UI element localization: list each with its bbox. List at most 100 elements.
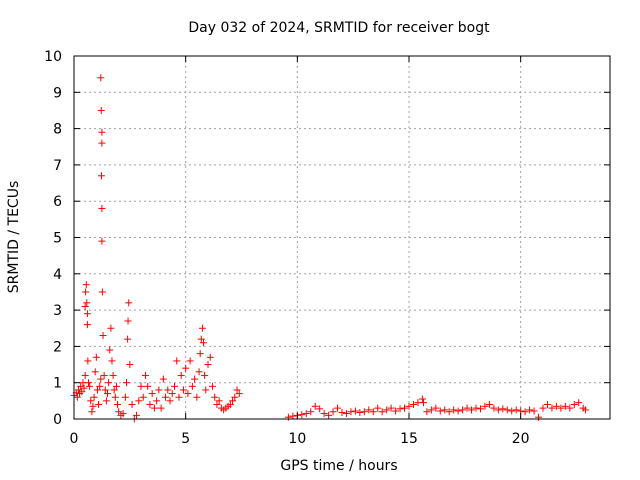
x-tick-label: 5 — [181, 431, 190, 447]
data-point — [200, 339, 208, 347]
data-point — [383, 406, 391, 414]
data-point — [356, 408, 364, 416]
data-point — [463, 404, 471, 412]
data-point — [77, 382, 85, 390]
data-point — [122, 379, 130, 387]
data-point — [204, 361, 212, 369]
data-point — [566, 404, 574, 412]
data-point — [468, 406, 476, 414]
data-point — [106, 346, 114, 354]
data-point — [196, 350, 204, 358]
data-point — [316, 405, 324, 413]
y-tick-label: 0 — [53, 412, 62, 428]
data-point — [153, 397, 161, 405]
data-point — [521, 408, 529, 416]
data-point — [334, 404, 342, 412]
data-point — [231, 393, 239, 401]
data-point — [146, 400, 154, 408]
data-point — [128, 400, 136, 408]
data-point — [499, 405, 507, 413]
data-point — [98, 139, 106, 147]
data-point — [387, 404, 395, 412]
data-point — [432, 404, 440, 412]
data-point — [436, 407, 444, 415]
data-point — [302, 410, 310, 418]
data-point — [82, 281, 90, 289]
data-point — [87, 397, 95, 405]
grid — [74, 56, 610, 419]
data-point — [184, 390, 192, 398]
y-axis-label: SRMTID / TECUs — [6, 181, 22, 294]
data-point — [171, 382, 178, 390]
y-tick-label: 5 — [53, 231, 62, 247]
data-point — [88, 408, 96, 416]
data-point — [197, 335, 205, 343]
data-point — [78, 388, 86, 396]
data-point — [481, 402, 489, 410]
data-point — [104, 390, 111, 398]
data-point — [164, 386, 172, 394]
data-point — [98, 128, 106, 136]
data-point — [289, 412, 297, 420]
data-point — [450, 406, 458, 414]
data-point — [114, 400, 122, 408]
data-point — [177, 371, 185, 379]
data-point — [137, 382, 145, 390]
data-point — [98, 237, 106, 245]
data-point — [115, 408, 123, 416]
ticks: 0 1 2 3 4 5 6 7 8 9 10 0 5 10 15 20 — [44, 49, 610, 447]
y-tick-label: 6 — [53, 194, 62, 210]
data-point — [418, 395, 426, 403]
data-point — [307, 408, 315, 416]
data-point — [119, 410, 127, 418]
data-point — [347, 408, 355, 416]
data-point — [208, 382, 216, 390]
y-tick-label: 10 — [44, 49, 62, 65]
data-point — [98, 288, 106, 296]
data-point — [80, 384, 88, 392]
data-point — [420, 399, 428, 407]
data-point — [472, 404, 480, 412]
data-point — [508, 407, 516, 415]
data-point — [89, 402, 97, 410]
data-point — [83, 310, 91, 318]
data-point — [98, 204, 106, 212]
data-point — [175, 393, 183, 401]
data-point — [97, 172, 105, 180]
data-point — [561, 402, 569, 410]
data-point — [85, 379, 93, 387]
data-point — [173, 357, 181, 365]
data-point — [401, 404, 409, 412]
x-tick-label: 20 — [512, 431, 530, 447]
y-tick-label: 1 — [53, 376, 62, 392]
data-point — [229, 397, 237, 405]
data-point — [535, 413, 543, 421]
data-point — [121, 393, 129, 401]
data-point — [81, 371, 89, 379]
data-point — [139, 393, 147, 401]
data-point — [526, 406, 534, 414]
chart-title: Day 032 of 2024, SRMTID for receiver bog… — [188, 20, 490, 36]
data-point — [378, 408, 386, 416]
data-point — [235, 390, 243, 398]
data-point — [144, 382, 152, 390]
data-point — [198, 324, 206, 332]
data-point — [108, 357, 116, 365]
data-point — [206, 353, 214, 361]
data-point — [539, 404, 547, 412]
data-point — [543, 400, 551, 408]
data-point — [325, 411, 333, 419]
data-point — [311, 402, 319, 410]
y-tick-label: 3 — [53, 303, 62, 319]
data-point — [409, 400, 417, 408]
data-point — [530, 407, 538, 415]
data-point — [191, 375, 199, 383]
data-point — [445, 408, 453, 416]
data-point — [342, 410, 350, 418]
data-point — [111, 393, 119, 401]
data-point — [298, 411, 306, 419]
data-point — [548, 404, 556, 412]
data-point — [91, 368, 99, 376]
data-point — [211, 393, 219, 401]
x-tick-label: 10 — [288, 431, 306, 447]
